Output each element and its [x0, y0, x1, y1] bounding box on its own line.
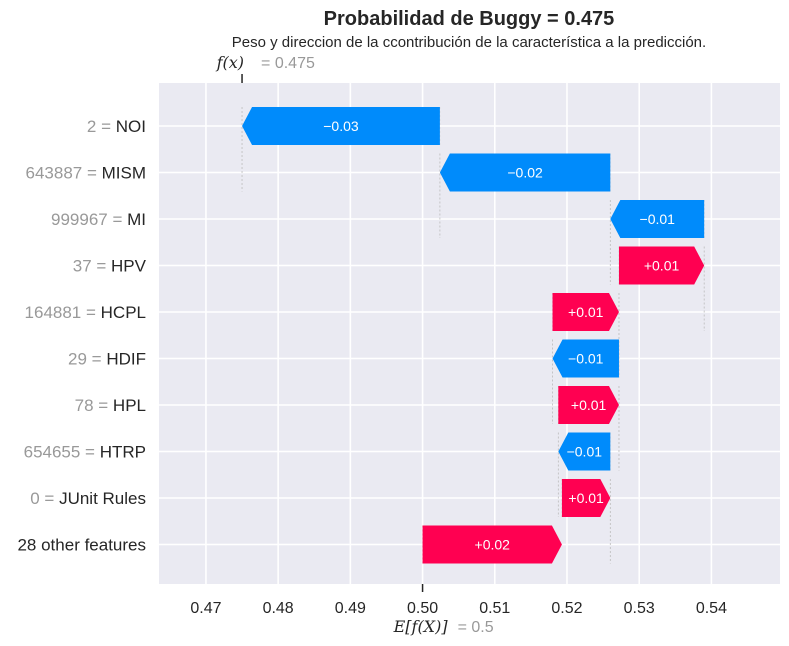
- base-value: = 0.5: [458, 619, 494, 636]
- feature-value: 37 =: [73, 257, 111, 276]
- bar-value-label: −0.02: [507, 165, 543, 181]
- feature-bar: [242, 107, 440, 145]
- feature-value: 0 =: [30, 489, 59, 508]
- feature-value: 999967 =: [51, 210, 127, 229]
- feature-name: HDIF: [106, 350, 146, 369]
- bar-value-label: −0.01: [567, 444, 603, 460]
- feature-label: 28 other features: [17, 536, 146, 555]
- feature-bar: [422, 525, 562, 564]
- chart-title: Probabilidad de Buggy = 0.475: [324, 8, 615, 30]
- bar-value-label: +0.01: [568, 490, 604, 506]
- feature-value: 2 =: [87, 117, 116, 136]
- x-tick-label: 0.49: [335, 600, 366, 617]
- bar-value-label: +0.01: [644, 258, 680, 274]
- x-tick-label: 0.52: [551, 600, 582, 617]
- feature-value: 654655 =: [24, 443, 100, 462]
- feature-bar: [558, 386, 619, 424]
- x-tick-label: 0.48: [263, 600, 294, 617]
- x-tick-label: 0.51: [479, 600, 510, 617]
- bars: −0.03 −0.02 −0.01 +0.01 +0.01 −0.01 +0.01 −0.01…: [242, 107, 705, 564]
- feature-label: 29 = HDIF: [68, 350, 146, 369]
- bar-value-label: +0.01: [571, 397, 607, 413]
- x-tick-labels: 0.47 0.48 0.49 0.50 0.51 0.52 0.53 0.54: [190, 600, 727, 617]
- feature-name: MI: [127, 210, 146, 229]
- feature-bar: [618, 246, 705, 285]
- bar-value-label: −0.03: [323, 118, 359, 134]
- feature-name: HPL: [113, 396, 146, 415]
- feature-name: HTRP: [100, 443, 146, 462]
- feature-value: 78 =: [75, 396, 113, 415]
- chart-subtitle: Peso y direccion de la ccontribución de …: [232, 34, 706, 51]
- feature-name: NOI: [116, 117, 146, 136]
- feature-labels: 2 = NOI 643887 = MISM 999967 = MI 37 = HPV 1…: [17, 117, 146, 555]
- feature-label: 999967 = MI: [51, 210, 146, 229]
- bar-value-label: −0.01: [640, 211, 676, 227]
- bar-value-label: +0.02: [475, 537, 511, 553]
- feature-name: MISM: [102, 164, 146, 183]
- feature-label: 0 = JUnit Rules: [30, 489, 146, 508]
- feature-bar: [439, 153, 611, 192]
- fx-label: f(x): [216, 53, 244, 72]
- feature-bar: [558, 432, 611, 471]
- x-tick-label: 0.47: [190, 600, 221, 617]
- feature-label: 2 = NOI: [87, 117, 146, 136]
- feature-name: JUnit Rules: [59, 489, 146, 508]
- feature-bar: [552, 339, 619, 378]
- feature-bar: [552, 293, 619, 331]
- x-tick-label: 0.53: [624, 600, 655, 617]
- feature-bar: [610, 200, 705, 238]
- x-tick-label: 0.50: [407, 600, 438, 617]
- feature-label: 164881 = HCPL: [25, 303, 146, 322]
- feature-label: 643887 = MISM: [26, 164, 147, 183]
- feature-name: 28 other features: [17, 536, 146, 555]
- feature-label: 78 = HPL: [75, 396, 146, 415]
- base-value-label: E[f(X)]: [393, 617, 449, 636]
- feature-name: HPV: [111, 257, 147, 276]
- feature-value: 164881 =: [25, 303, 101, 322]
- feature-value: 29 =: [68, 350, 106, 369]
- feature-name: HCPL: [101, 303, 146, 322]
- feature-value: 643887 =: [26, 164, 102, 183]
- bar-value-label: +0.01: [568, 304, 604, 320]
- fx-value: = 0.475: [261, 55, 315, 72]
- bar-value-label: −0.01: [568, 351, 604, 367]
- feature-bar: [561, 479, 611, 517]
- feature-label: 654655 = HTRP: [24, 443, 146, 462]
- feature-label: 37 = HPV: [73, 257, 147, 276]
- x-tick-label: 0.54: [696, 600, 727, 617]
